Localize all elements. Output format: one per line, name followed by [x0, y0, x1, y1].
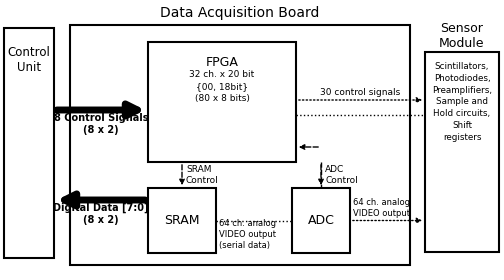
Text: SRAM
Control: SRAM Control [186, 165, 219, 185]
Text: 64 ch. analog
VIDEO output
(serial data): 64 ch. analog VIDEO output (serial data) [219, 218, 276, 250]
Text: 8 Control Signals
(8 x 2): 8 Control Signals (8 x 2) [54, 113, 148, 135]
Bar [425, 52, 499, 252]
Text: 32 ch. x 20 bit
{00, 18bit}
(80 x 8 bits): 32 ch. x 20 bit {00, 18bit} (80 x 8 bits… [190, 70, 255, 102]
Text: Scintillators,
Photodiodes,
Preamplifiers,
Sample and
Hold circuits,
Shift
regis: Scintillators, Photodiodes, Preamplifier… [432, 62, 492, 142]
Text: Sensor
Module: Sensor Module [439, 22, 485, 50]
Text: ADC
Control: ADC Control [325, 165, 358, 185]
Text: 30 control signals: 30 control signals [321, 88, 401, 97]
Bar [148, 188, 216, 253]
Text: FPGA: FPGA [206, 56, 238, 69]
Text: ADC: ADC [307, 214, 335, 227]
Text: 64 ch. analog
VIDEO output: 64 ch. analog VIDEO output [353, 199, 410, 218]
Text: Control
Unit: Control Unit [8, 46, 50, 74]
Text: SRAM: SRAM [164, 214, 200, 227]
Bar [148, 42, 296, 162]
Bar [292, 188, 350, 253]
Bar [70, 25, 410, 265]
Text: Data Acquisition Board: Data Acquisition Board [160, 6, 320, 20]
Text: Digital Data [7:0]
(8 x 2): Digital Data [7:0] (8 x 2) [53, 203, 149, 225]
Bar [4, 28, 54, 258]
